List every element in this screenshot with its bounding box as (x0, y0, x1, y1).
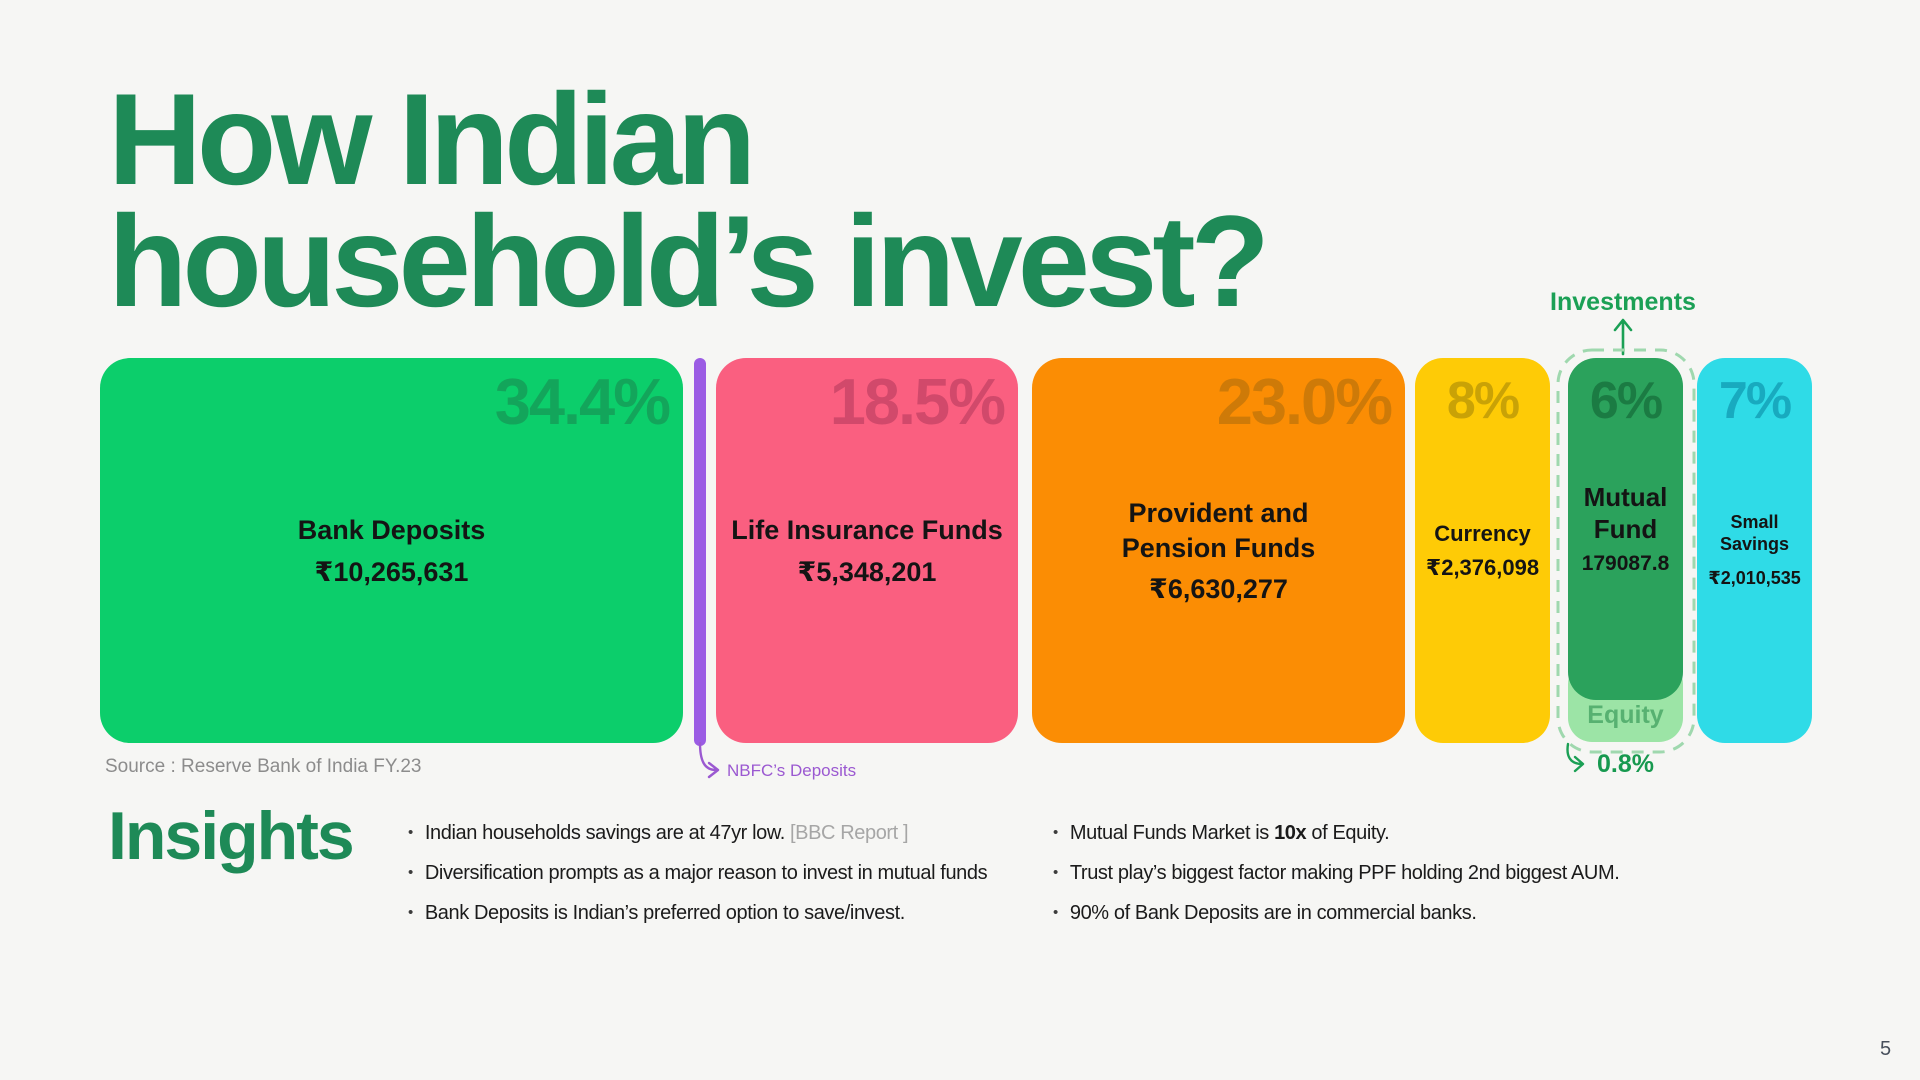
equity-percent: 0.8% (1597, 750, 1654, 778)
insights-column-2: Mutual Funds Market is 10x of Equity. Tr… (1053, 820, 1693, 940)
insight-bold-text: 10x (1274, 822, 1307, 844)
investments-label: Investments (1550, 288, 1696, 316)
nbfc-curved-arrow-icon (698, 742, 720, 779)
insight-text: Diversification prompts as a major reaso… (424, 862, 988, 884)
title-line-1: How Indian (108, 66, 756, 212)
small-savings-label: Small Savings (1719, 511, 1790, 554)
insights-heading: Insights (108, 798, 355, 874)
insight-item: Diversification prompts as a major reaso… (408, 860, 1048, 886)
source-note: Source : Reserve Bank of India FY.23 (105, 756, 422, 777)
mutual-fund-label: Mutual Fund (1583, 482, 1668, 544)
small-savings-block: 7% Small Savings ₹2,010,535 (1697, 358, 1812, 743)
insight-item: Indian households savings are at 47yr lo… (408, 820, 1048, 846)
life-insurance-percent: 18.5% (829, 365, 1006, 438)
page-number: 5 (1880, 1038, 1892, 1060)
insight-text: Mutual Funds Market is (1069, 822, 1275, 844)
life-insurance-block: 18.5% Life Insurance Funds ₹5,348,201 (716, 358, 1018, 743)
insight-text: Trust play’s biggest factor making PPF h… (1069, 862, 1620, 884)
currency-block: 8% Currency ₹2,376,098 (1415, 358, 1550, 743)
provident-pension-value: ₹6,630,277 (1149, 573, 1288, 604)
currency-percent: 8% (1446, 372, 1520, 430)
equity-curved-arrow-icon (1566, 742, 1585, 773)
currency-label: Currency (1434, 521, 1531, 547)
nbfc-deposits-label: NBFC’s Deposits (727, 761, 857, 780)
insight-item: Trust play’s biggest factor making PPF h… (1053, 860, 1693, 886)
provident-pension-block: 23.0% Provident and Pension Funds ₹6,630… (1032, 358, 1405, 743)
small-savings-value: ₹2,010,535 (1708, 568, 1801, 589)
insight-text: Indian households savings are at 47yr lo… (424, 822, 786, 844)
insight-text: 90% of Bank Deposits are in commercial b… (1069, 902, 1477, 924)
life-insurance-label: Life Insurance Funds (731, 515, 1003, 546)
bank-deposits-value: ₹10,265,631 (314, 556, 469, 587)
bank-deposits-percent: 34.4% (494, 365, 671, 438)
nbfc-deposits-bar (694, 358, 706, 746)
title-line-2: household’s invest? (108, 188, 1270, 334)
small-savings-percent: 7% (1718, 372, 1792, 430)
insight-text: of Equity. (1306, 822, 1390, 844)
bank-deposits-label: Bank Deposits (297, 515, 486, 546)
equity-label: Equity (1587, 701, 1664, 729)
page-title: How Indian household’s invest? (108, 66, 1270, 334)
currency-value: ₹2,376,098 (1425, 554, 1540, 580)
insight-item: Bank Deposits is Indian’s preferred opti… (408, 900, 1048, 926)
insights-column-1: Indian households savings are at 47yr lo… (408, 820, 1048, 940)
mutual-fund-value: 179087.8 (1581, 551, 1670, 575)
bank-deposits-block: 34.4% Bank Deposits ₹10,265,631 (100, 358, 683, 743)
insight-item: 90% of Bank Deposits are in commercial b… (1053, 900, 1693, 926)
mutual-fund-block: 6% Mutual Fund 179087.8 (1568, 358, 1683, 700)
bbc-report-link[interactable]: [BBC Report ] (789, 822, 909, 844)
life-insurance-value: ₹5,348,201 (797, 556, 937, 587)
mutual-fund-percent: 6% (1589, 372, 1663, 430)
insight-text: Bank Deposits is Indian’s preferred opti… (424, 902, 905, 924)
insight-item: Mutual Funds Market is 10x of Equity. (1053, 820, 1693, 846)
provident-pension-label: Provident and Pension Funds (1121, 498, 1316, 563)
provident-pension-percent: 23.0% (1216, 365, 1393, 438)
